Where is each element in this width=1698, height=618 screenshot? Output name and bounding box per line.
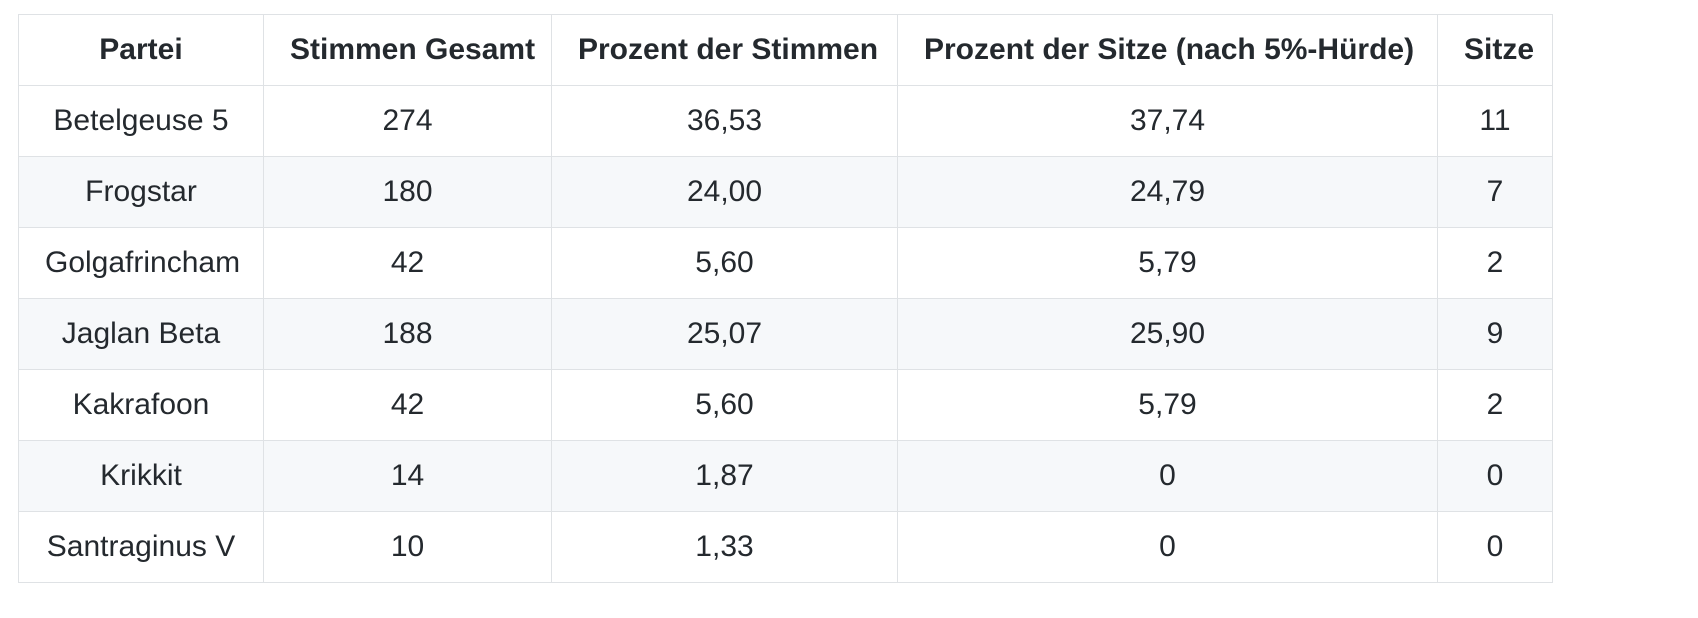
cell-partei: Frogstar [18, 156, 264, 228]
table-row: Krikkit 14 1,87 0 0 [18, 440, 1553, 512]
cell-partei: Krikkit [18, 440, 264, 512]
cell-sitze: 2 [1437, 227, 1553, 299]
cell-partei: Kakrafoon [18, 369, 264, 441]
cell-partei: Santraginus V [18, 511, 264, 583]
cell-stimmen-gesamt: 10 [263, 511, 552, 583]
cell-prozent-sitze: 5,79 [897, 227, 1438, 299]
header-row: Partei Stimmen Gesamt Prozent der Stimme… [18, 14, 1553, 86]
cell-prozent-sitze: 25,90 [897, 298, 1438, 370]
cell-stimmen-gesamt: 188 [263, 298, 552, 370]
column-header-sitze: Sitze [1437, 14, 1553, 86]
cell-stimmen-gesamt: 42 [263, 227, 552, 299]
column-header-partei: Partei [18, 14, 264, 86]
cell-prozent-sitze: 0 [897, 511, 1438, 583]
column-header-stimmen-gesamt: Stimmen Gesamt [263, 14, 552, 86]
table-row: Jaglan Beta 188 25,07 25,90 9 [18, 298, 1553, 370]
cell-prozent-sitze: 24,79 [897, 156, 1438, 228]
cell-prozent-sitze: 0 [897, 440, 1438, 512]
cell-prozent-sitze: 37,74 [897, 85, 1438, 157]
table-row: Betelgeuse 5 274 36,53 37,74 11 [18, 85, 1553, 157]
cell-sitze: 7 [1437, 156, 1553, 228]
table-row: Kakrafoon 42 5,60 5,79 2 [18, 369, 1553, 441]
cell-partei: Betelgeuse 5 [18, 85, 264, 157]
cell-partei: Golgafrincham [18, 227, 264, 299]
cell-sitze: 0 [1437, 511, 1553, 583]
cell-prozent-stimmen: 5,60 [551, 369, 898, 441]
cell-prozent-stimmen: 25,07 [551, 298, 898, 370]
election-results-table: Partei Stimmen Gesamt Prozent der Stimme… [18, 14, 1553, 583]
cell-prozent-stimmen: 1,33 [551, 511, 898, 583]
cell-prozent-stimmen: 5,60 [551, 227, 898, 299]
column-header-prozent-sitze: Prozent der Sitze (nach 5%-Hürde) [897, 14, 1438, 86]
cell-sitze: 2 [1437, 369, 1553, 441]
cell-sitze: 11 [1437, 85, 1553, 157]
cell-stimmen-gesamt: 14 [263, 440, 552, 512]
cell-stimmen-gesamt: 42 [263, 369, 552, 441]
cell-partei: Jaglan Beta [18, 298, 264, 370]
cell-prozent-stimmen: 36,53 [551, 85, 898, 157]
cell-stimmen-gesamt: 180 [263, 156, 552, 228]
cell-sitze: 0 [1437, 440, 1553, 512]
table-row: Santraginus V 10 1,33 0 0 [18, 511, 1553, 583]
column-header-prozent-stimmen: Prozent der Stimmen [551, 14, 898, 86]
table-row: Golgafrincham 42 5,60 5,79 2 [18, 227, 1553, 299]
cell-prozent-sitze: 5,79 [897, 369, 1438, 441]
cell-sitze: 9 [1437, 298, 1553, 370]
cell-prozent-stimmen: 1,87 [551, 440, 898, 512]
cell-stimmen-gesamt: 274 [263, 85, 552, 157]
cell-prozent-stimmen: 24,00 [551, 156, 898, 228]
table-row: Frogstar 180 24,00 24,79 7 [18, 156, 1553, 228]
